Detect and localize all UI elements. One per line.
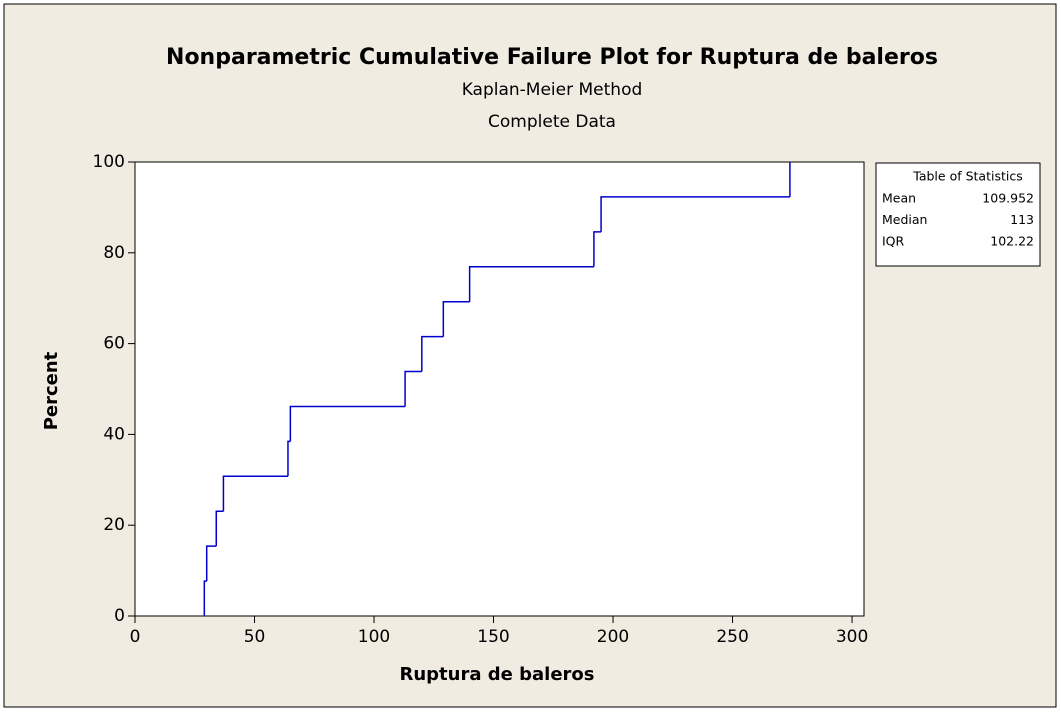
y-tick-label: 20 <box>103 515 125 535</box>
chart-title: Nonparametric Cumulative Failure Plot fo… <box>166 45 938 70</box>
step <box>421 335 444 372</box>
step <box>468 266 594 302</box>
stat-value: 109.952 <box>982 191 1034 206</box>
step <box>442 300 470 337</box>
stats-title: Table of Statistics <box>912 169 1022 184</box>
y-tick-label: 60 <box>103 334 125 354</box>
step <box>215 510 224 547</box>
step <box>289 405 406 442</box>
y-tick-label: 40 <box>103 424 125 444</box>
stat-value: 113 <box>1010 212 1034 227</box>
step <box>404 370 422 407</box>
stat-value: 102.22 <box>990 234 1034 249</box>
y-tick-label: 80 <box>103 243 125 263</box>
plot-area <box>134 161 865 617</box>
stat-name: Mean <box>882 191 916 206</box>
stat-name: Median <box>882 212 927 227</box>
x-tick-label: 50 <box>244 627 266 647</box>
step <box>203 580 207 616</box>
x-tick-label: 250 <box>716 627 748 647</box>
subtitle: Kaplan-Meier Method <box>462 80 643 100</box>
step <box>593 231 602 267</box>
step <box>222 475 288 512</box>
y-axis-label: Percent <box>41 351 62 430</box>
y-tick-label: 0 <box>114 606 125 626</box>
subtitle: Complete Data <box>488 112 616 132</box>
x-tick-label: 200 <box>597 627 629 647</box>
stats-table <box>875 162 1041 267</box>
x-axis-label: Ruptura de baleros <box>400 664 595 685</box>
step <box>600 196 790 232</box>
y-tick-label: 100 <box>93 152 125 172</box>
x-tick-label: 300 <box>836 627 868 647</box>
x-tick-label: 150 <box>477 627 509 647</box>
stat-name: IQR <box>882 234 905 249</box>
x-tick-label: 0 <box>130 627 141 647</box>
step <box>287 440 291 477</box>
x-tick-label: 100 <box>358 627 390 647</box>
step <box>205 545 217 582</box>
